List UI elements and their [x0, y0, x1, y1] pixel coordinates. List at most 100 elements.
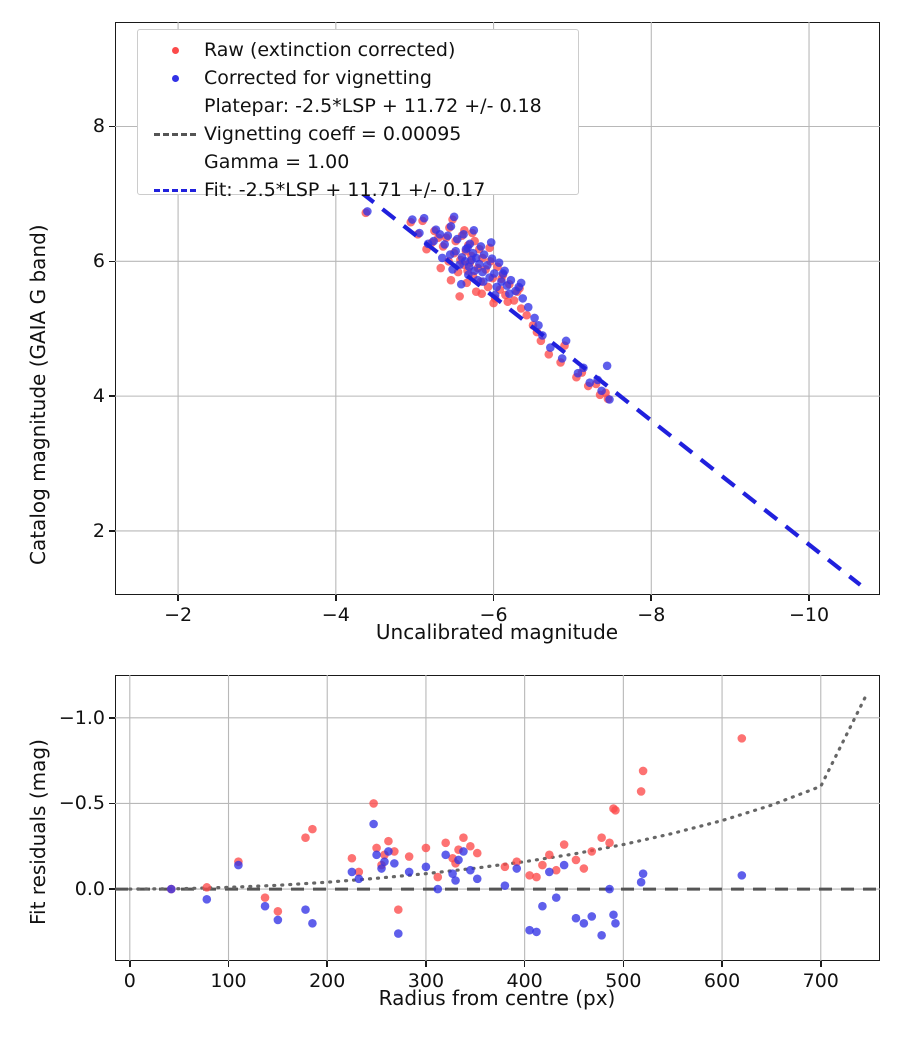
vignetting-curve — [128, 695, 867, 891]
data-point — [466, 865, 475, 875]
data-point — [523, 302, 533, 312]
data-point — [408, 215, 417, 224]
data-point — [472, 848, 482, 858]
data-point — [500, 862, 510, 872]
x-tick-label: 200 — [309, 970, 346, 992]
data-point — [448, 869, 457, 878]
series-raw — [166, 734, 747, 916]
data-point — [597, 386, 606, 396]
x-tick — [523, 961, 526, 967]
data-point — [605, 884, 614, 894]
data-point — [459, 833, 468, 842]
data-point — [472, 874, 482, 884]
data-point — [609, 910, 618, 920]
legend-label-platepar: Platepar: -2.5*LSP + 11.72 +/- 0.18 — [204, 95, 542, 117]
x-tick — [622, 961, 625, 967]
x-tick-label: −8 — [637, 604, 666, 626]
data-point — [377, 864, 386, 873]
x-tick — [721, 961, 723, 967]
main-xaxis-label: Uncalibrated magnitude — [375, 620, 619, 644]
x-tick-label: 300 — [407, 970, 445, 992]
y-tick — [109, 125, 115, 128]
residuals-scatter-svg — [115, 675, 880, 961]
data-point — [512, 864, 522, 873]
data-point — [446, 275, 456, 285]
x-tick — [129, 961, 131, 967]
data-point — [202, 895, 212, 904]
data-point — [636, 787, 646, 796]
data-point — [347, 867, 357, 877]
data-point — [559, 840, 569, 849]
data-point — [301, 905, 310, 914]
data-point — [441, 850, 450, 860]
data-point — [585, 378, 595, 387]
data-point — [449, 212, 459, 222]
data-point — [394, 905, 403, 914]
data-point — [559, 860, 569, 870]
x-tick — [808, 595, 810, 601]
data-point — [372, 843, 381, 853]
data-point — [476, 242, 486, 251]
data-point — [587, 912, 597, 921]
residual-xaxis-label: Radius from centre (px) — [378, 986, 616, 1010]
data-point — [380, 857, 389, 866]
x-tick-label: −6 — [479, 604, 508, 626]
x-tick-label: −2 — [164, 604, 193, 626]
data-point — [597, 931, 606, 940]
marker-blue-icon — [146, 74, 204, 82]
y-tick — [109, 802, 115, 805]
data-point — [443, 231, 453, 240]
x-tick-label: 400 — [506, 970, 543, 992]
data-point — [384, 847, 393, 856]
data-point — [525, 925, 534, 935]
y-tick — [109, 260, 115, 263]
data-point — [440, 240, 449, 249]
data-point — [459, 230, 468, 239]
data-point — [166, 884, 176, 894]
data-point — [512, 857, 522, 866]
data-point — [561, 336, 571, 346]
data-point — [446, 221, 456, 231]
data-point — [390, 847, 399, 856]
dash-blue-line-icon — [146, 188, 204, 192]
data-point — [602, 361, 612, 371]
y-tick — [109, 395, 115, 397]
data-point — [436, 263, 446, 273]
data-point — [522, 310, 531, 320]
legend-label-raw: Raw (extinction corrected) — [204, 39, 456, 61]
residuals-plot-layer — [115, 675, 880, 961]
fit-residuals-axes — [115, 675, 880, 961]
data-point — [557, 354, 567, 363]
data-point — [454, 855, 463, 865]
data-point — [498, 269, 508, 278]
data-point — [516, 304, 526, 313]
legend-item-fit: Fit: -2.5*LSP + 11.71 +/- 0.17 — [146, 176, 570, 204]
data-point — [455, 292, 464, 301]
data-point — [532, 872, 541, 882]
data-point — [477, 289, 487, 298]
x-tick — [492, 595, 495, 601]
data-point — [308, 824, 317, 834]
data-point — [737, 871, 747, 880]
data-point — [308, 919, 317, 928]
data-point — [638, 869, 648, 878]
data-point — [579, 919, 589, 928]
data-point — [530, 313, 539, 323]
data-point — [451, 876, 460, 885]
data-point — [579, 864, 589, 873]
data-point — [505, 289, 514, 298]
data-point — [260, 893, 270, 902]
data-point — [354, 867, 364, 877]
data-point — [638, 766, 648, 776]
data-point — [363, 207, 372, 216]
data-point — [571, 855, 581, 865]
data-point — [445, 250, 455, 259]
data-point — [544, 350, 554, 359]
data-point — [260, 901, 270, 911]
data-point — [737, 734, 747, 743]
legend-item-platepar: Platepar: -2.5*LSP + 11.72 +/- 0.18 Vign… — [146, 92, 570, 176]
y-tick-label: 0.0 — [74, 878, 105, 901]
data-point — [538, 860, 547, 870]
data-point — [490, 269, 499, 278]
